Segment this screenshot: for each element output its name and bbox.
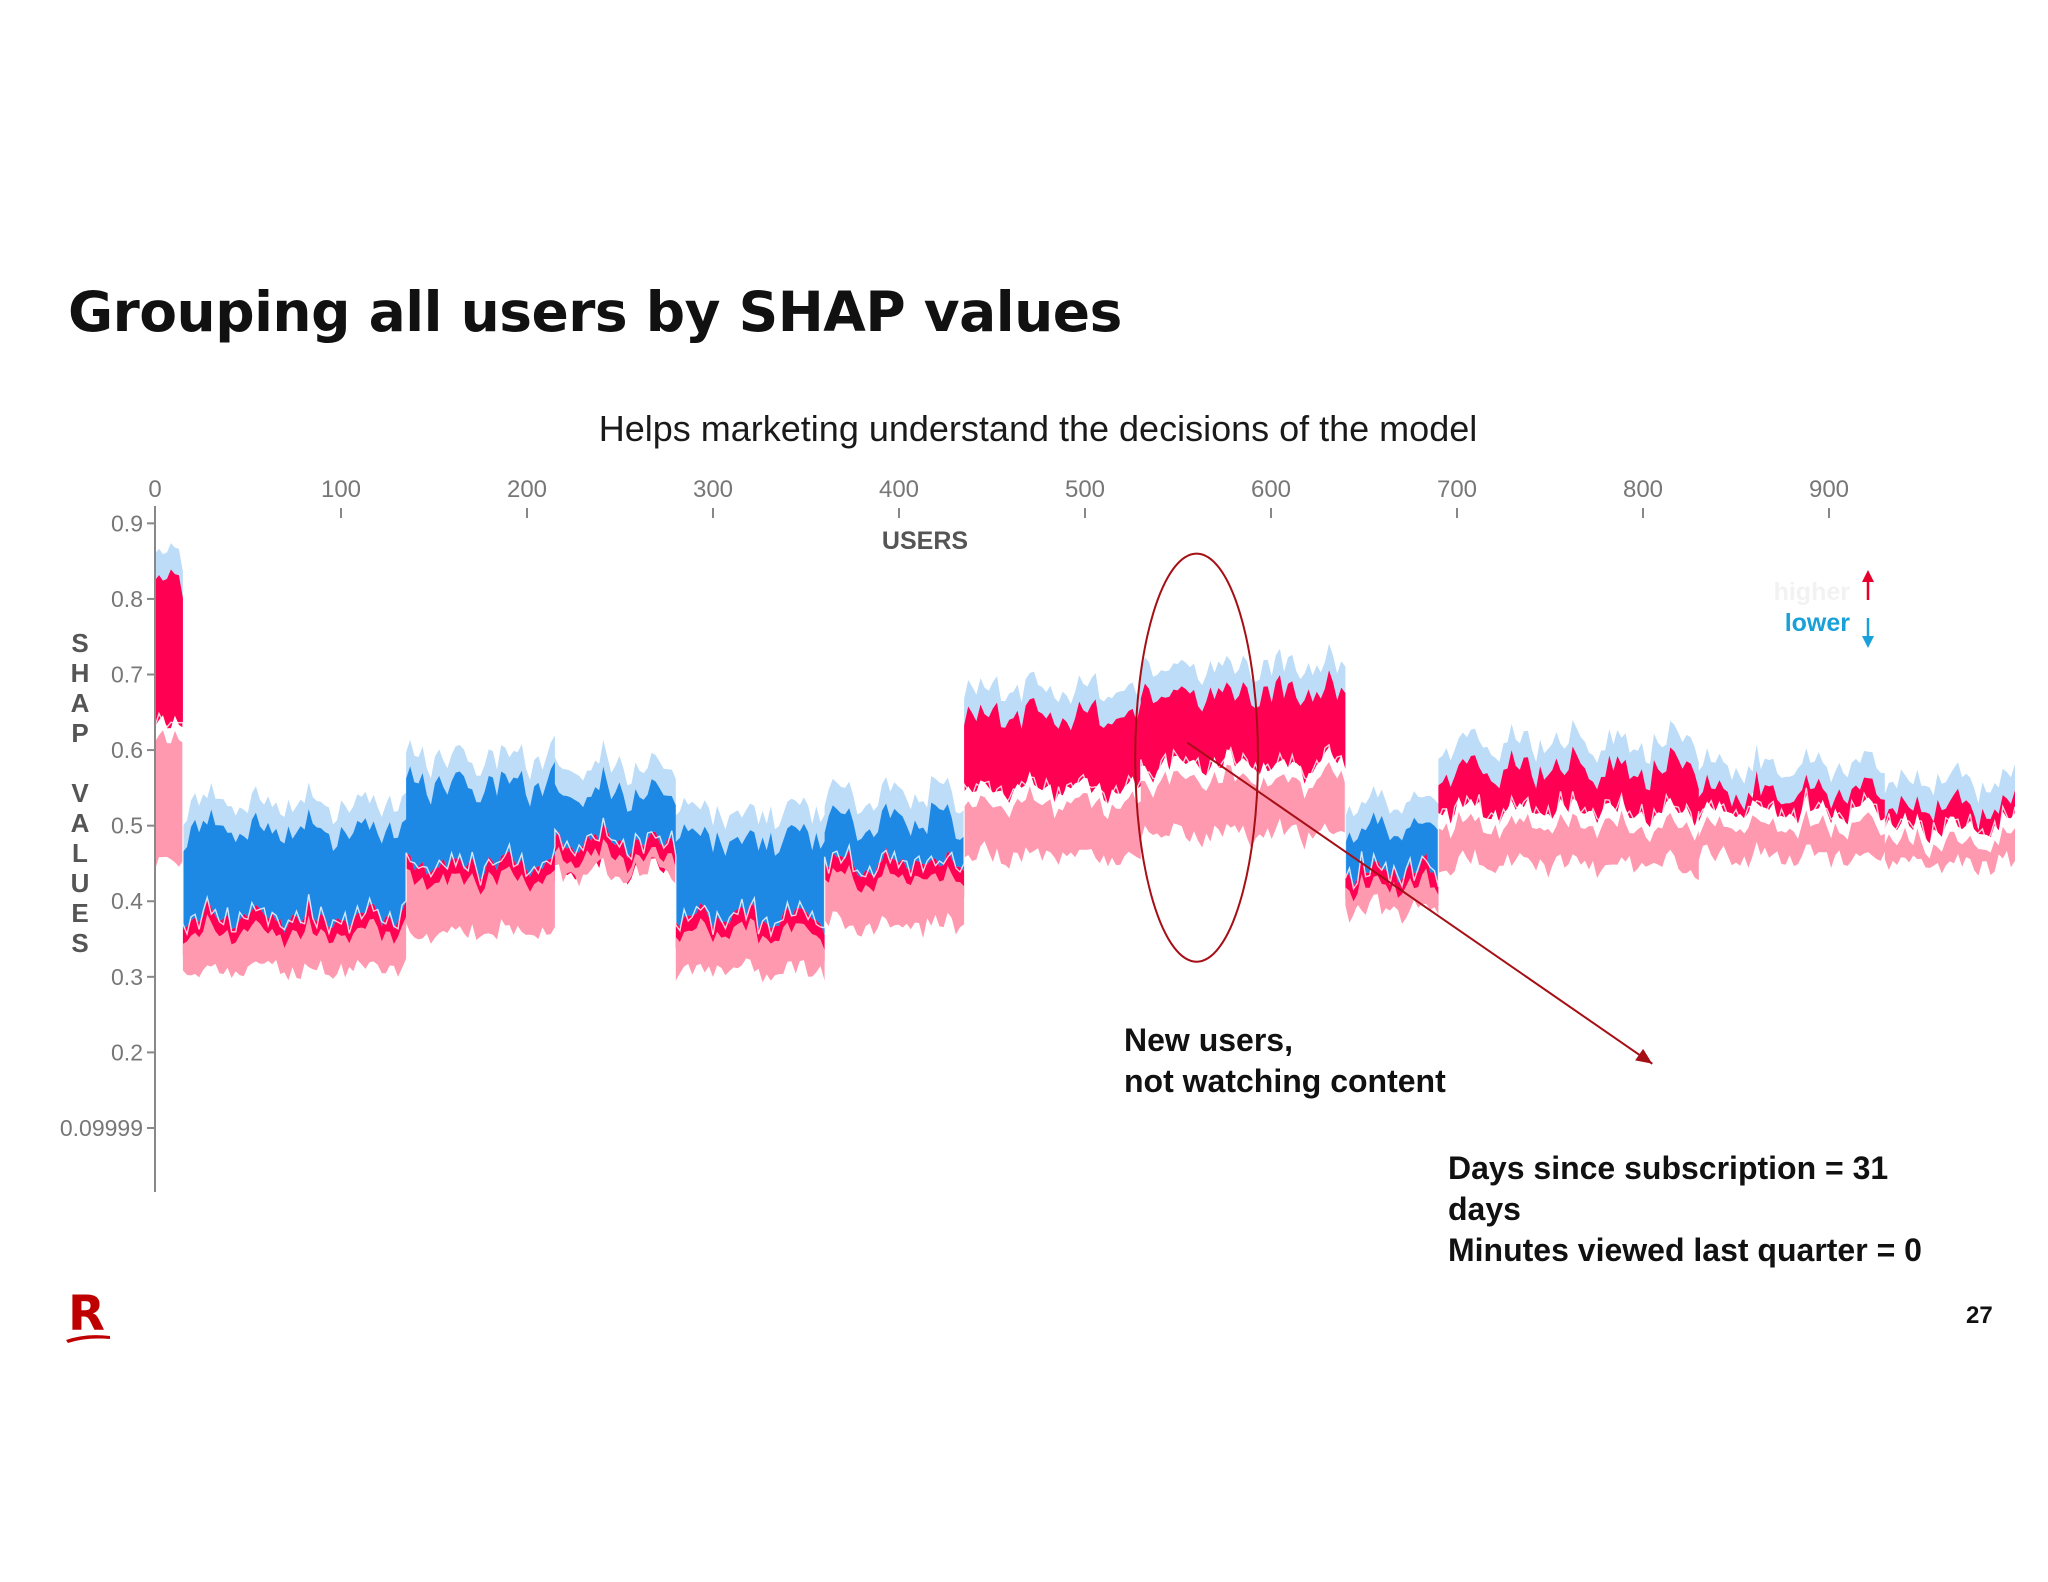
x-tick-label: 600 xyxy=(1251,476,1291,503)
output-line xyxy=(154,711,2016,939)
legend-higher-label: higher xyxy=(1774,578,1851,606)
x-tick-label: 700 xyxy=(1437,476,1477,503)
x-tick-label: 900 xyxy=(1809,476,1849,503)
shap-force-chart: 0.9 0.8 0.7 0.6 0.5 0.4 0.3 0.2 0.09999 0 100 200 30… xyxy=(60,476,2016,1192)
annotation-arrow xyxy=(1186,741,1653,1065)
higher-area xyxy=(964,670,1346,804)
legend-higher-arrowhead xyxy=(1862,570,1874,582)
y-tick-label: 0.9 xyxy=(111,510,143,536)
y-tick-label: 0.2 xyxy=(111,1039,143,1065)
x-tick-label: 100 xyxy=(321,476,361,503)
higher-light-area xyxy=(155,730,2015,983)
x-tick-label: 500 xyxy=(1065,476,1105,503)
annotation-details: Days since subscription = 31 days Minute… xyxy=(1448,1150,1922,1268)
rakuten-logo: R xyxy=(66,1286,110,1343)
y-tick-label: 0.7 xyxy=(111,662,143,688)
legend-lower-arrowhead xyxy=(1862,636,1874,648)
higher-area xyxy=(155,569,183,729)
annotation-layer xyxy=(1134,552,1653,1065)
y-tick-label: 0.5 xyxy=(111,813,143,839)
y-tick-label: 0.4 xyxy=(111,888,143,914)
legend-lower-label: lower xyxy=(1785,609,1851,637)
highlight-ellipse xyxy=(1134,552,1259,963)
x-tick-label: 300 xyxy=(693,476,733,503)
annotation-new-users: New users, not watching content xyxy=(1124,1022,1446,1099)
slide-title: Grouping all users by SHAP values xyxy=(68,280,1122,344)
axes-layer: 0.9 0.8 0.7 0.6 0.5 0.4 0.3 0.2 0.09999 0 100 200 30… xyxy=(60,476,1874,1192)
higher-area xyxy=(1438,746,2015,844)
x-tick-label: 0 xyxy=(148,476,161,503)
x-axis-label: USERS xyxy=(882,527,968,555)
x-tick-label: 800 xyxy=(1623,476,1663,503)
svg-text:R: R xyxy=(68,1286,105,1342)
lower-area xyxy=(182,761,965,935)
chart-subtitle: Helps marketing understand the decisions… xyxy=(598,408,1478,449)
annotation-arrowhead xyxy=(1635,1048,1653,1064)
page-number: 27 xyxy=(1966,1302,1993,1329)
y-tick-label: 0.3 xyxy=(111,964,143,990)
area-layer xyxy=(154,543,2016,983)
x-tick-label: 200 xyxy=(507,476,547,503)
y-tick-label: 0.8 xyxy=(111,586,143,612)
y-tick-label: 0.6 xyxy=(111,737,143,763)
x-tick-label: 400 xyxy=(879,476,919,503)
y-tick-label: 0.09999 xyxy=(60,1115,143,1141)
